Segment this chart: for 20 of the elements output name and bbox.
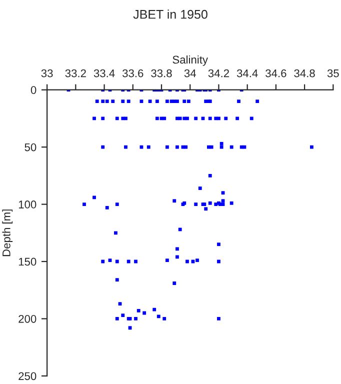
x-tick-label: 33.6 — [122, 69, 144, 78]
chart-title: JBET in 1950 — [133, 10, 208, 19]
y-axis-title: Depth [m] — [2, 210, 13, 256]
y-tick-label: 0 — [30, 86, 36, 94]
x-tick-label: 33.8 — [151, 69, 172, 78]
x-tick-label: 33.2 — [65, 69, 86, 78]
y-tick-label: 250 — [18, 372, 36, 380]
x-axis-title: Salinity — [172, 55, 208, 66]
x-tick-label: 35 — [327, 69, 339, 78]
y-tick-label: 150 — [18, 258, 36, 266]
y-tick-label: 100 — [18, 200, 36, 208]
y-tick-label: 200 — [18, 314, 36, 323]
x-tick-label: 34 — [184, 69, 196, 78]
x-tick-label: 33 — [41, 69, 53, 78]
x-tick-label: 34.2 — [208, 69, 229, 78]
x-tick-label: 34.8 — [294, 69, 315, 78]
y-tick-label: 50 — [24, 143, 36, 152]
x-tick-label: 33.4 — [94, 69, 115, 78]
x-tick-label: 34.4 — [236, 69, 258, 78]
x-tick-label: 34.6 — [266, 69, 286, 78]
